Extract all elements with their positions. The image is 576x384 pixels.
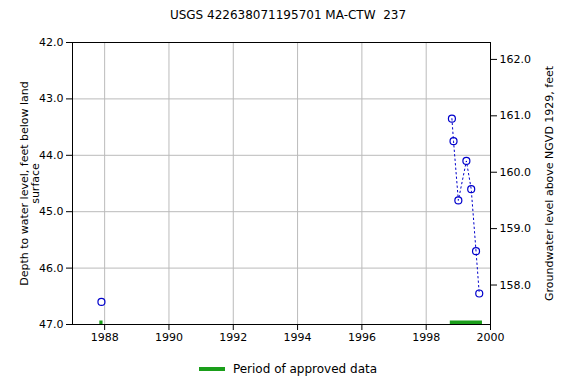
svg-text:Groundwater level above NGVD 1: Groundwater level above NGVD 1929, feet	[543, 65, 556, 301]
svg-text:1996: 1996	[348, 331, 376, 344]
svg-text:Depth to water level, feet bel: Depth to water level, feet below landsur…	[18, 81, 42, 286]
svg-text:47.0: 47.0	[39, 318, 64, 331]
html-text:USGS 422638071195701 MA-CTW 23: USGS 422638071195701 MA-CTW 237	[169, 8, 407, 22]
svg-text:1994: 1994	[284, 331, 312, 344]
svg-text:160.0: 160.0	[500, 166, 532, 179]
svg-text:1992: 1992	[219, 331, 247, 344]
svg-text:158.0: 158.0	[500, 279, 532, 292]
svg-text:1988: 1988	[91, 331, 119, 344]
svg-text:1990: 1990	[155, 331, 183, 344]
svg-text:161.0: 161.0	[500, 109, 532, 122]
svg-text:43.0: 43.0	[39, 92, 64, 105]
svg-text:162.0: 162.0	[500, 53, 532, 66]
svg-text:2000: 2000	[477, 331, 505, 344]
svg-text:46.0: 46.0	[39, 262, 64, 275]
html-text:Period of approved data: Period of approved data	[232, 362, 378, 376]
svg-text:45.0: 45.0	[39, 205, 64, 218]
svg-text:44.0: 44.0	[39, 149, 64, 162]
svg-text:159.0: 159.0	[500, 222, 532, 235]
svg-text:1998: 1998	[412, 331, 440, 344]
svg-text:42.0: 42.0	[39, 36, 64, 49]
